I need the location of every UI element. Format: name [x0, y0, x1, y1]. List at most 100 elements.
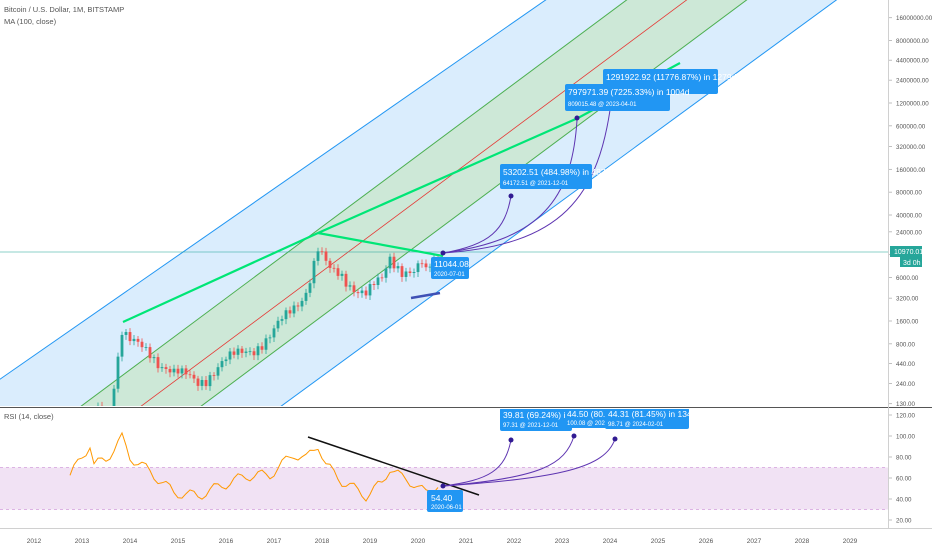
price-tick-label: 320000.00 — [896, 144, 926, 151]
candle-body — [328, 260, 332, 268]
annotation-text-2: 797971.39 (7225.33%) in 1004d — [568, 87, 690, 97]
candle-body — [208, 375, 212, 387]
rsi-tick-label: 120.00 — [896, 413, 915, 420]
rsi-arc-3 — [442, 438, 616, 487]
candle-body — [244, 351, 248, 353]
candle-body — [340, 273, 344, 276]
inner-upper-line — [80, 0, 628, 406]
candle-body — [156, 357, 160, 369]
candle-body — [376, 277, 380, 286]
price-tick-label: 1600.00 — [896, 319, 919, 326]
rsi-tick-label: 20.00 — [896, 518, 912, 525]
candle-body — [412, 272, 416, 273]
candle-body — [380, 277, 384, 279]
candle-body — [120, 334, 124, 357]
candle-body — [400, 266, 404, 277]
time-tick-label: 2014 — [123, 538, 138, 545]
time-axis[interactable]: 2012 2013 2014 2015 2016 2017 2018 2019 2020 2021… — [27, 538, 858, 545]
projection-arc-2 — [442, 119, 578, 254]
rsi-point-3 — [612, 436, 618, 442]
candle-body — [144, 347, 148, 348]
time-tick-label: 2024 — [603, 538, 618, 545]
ma-label[interactable]: MA (100, close) — [4, 17, 57, 26]
rsi-label[interactable]: RSI (14, close) — [4, 412, 54, 421]
candle-body — [105, 411, 108, 414]
candle-body — [372, 284, 376, 286]
candle-body — [428, 266, 432, 268]
candle-body — [81, 460, 84, 465]
candle-body — [392, 256, 396, 269]
candle-body — [344, 273, 348, 287]
price-pane[interactable]: 1291922.92 (11776.87%) in 1279d 797971.3… — [0, 0, 888, 470]
time-tick-label: 2021 — [459, 538, 474, 545]
candle-body — [360, 290, 364, 294]
rsi-annotation-text-3: 44.31 (81.45%) in 1340d — [608, 409, 701, 419]
candle-body — [212, 375, 216, 376]
rsi-legend: RSI (14, close) — [4, 411, 54, 423]
time-tick-label: 2028 — [795, 538, 810, 545]
annotation-text-3: 53202.51 (484.98%) in 487d — [503, 167, 611, 177]
rsi-point-current — [440, 483, 446, 489]
price-tick-label: 16000000.00 — [896, 15, 932, 22]
rsi-tick-label: 60.00 — [896, 476, 912, 483]
time-tick-label: 2018 — [315, 538, 330, 545]
price-tick-label: 1200000.00 — [896, 101, 929, 108]
price-tick-label: 24000.00 — [896, 229, 922, 236]
candle-body — [272, 328, 276, 338]
candle-body — [93, 410, 96, 421]
candle-body — [268, 337, 272, 339]
candle-body — [128, 332, 132, 342]
price-tick-label: 80000.00 — [896, 190, 922, 197]
support-marker-line — [410, 291, 441, 300]
projection-arc-1 — [442, 195, 512, 254]
time-tick-label: 2013 — [75, 538, 90, 545]
rsi-annotation-1: 39.81 (69.24%) in 5 97.31 @ 2021-12-01 — [500, 409, 577, 431]
candle-body — [408, 271, 412, 273]
candle-body — [164, 367, 168, 369]
candle-body — [216, 367, 220, 376]
rsi-axis[interactable]: 120.00 100.00 80.00 60.00 40.00 20.00 — [888, 413, 915, 525]
candle-body — [324, 251, 328, 261]
candle-body — [304, 292, 308, 301]
rsi-current-date: 2020-06-01 — [431, 505, 462, 511]
candle-body — [85, 442, 88, 460]
price-tick-label: 6000.00 — [896, 275, 919, 282]
rsi-annotation-text-2: 44.50 (80.0 — [567, 409, 610, 419]
annotation-sub-2: 809015.48 @ 2023-04-01 — [568, 102, 637, 108]
rsi-annotation-text-1: 39.81 (69.24%) in 5 — [503, 410, 577, 420]
projection-point-2 — [574, 115, 580, 121]
annotation-label-2: 797971.39 (7225.33%) in 1004d 809015.48 … — [565, 84, 690, 111]
projection-point-3 — [440, 250, 446, 256]
candle-body — [276, 320, 280, 329]
price-axis[interactable]: 16000000.00 8000000.00 4400000.00 2400000.0… — [888, 15, 932, 408]
inner-lower-line — [200, 0, 748, 406]
rsi-tick-label: 40.00 — [896, 497, 912, 504]
candle-body — [420, 263, 424, 265]
price-tick-label: 160000.00 — [896, 167, 926, 174]
projection-point-1 — [508, 193, 514, 199]
time-tick-label: 2012 — [27, 538, 42, 545]
candle-body — [200, 379, 204, 386]
candle-body — [100, 405, 104, 406]
candle-body — [336, 268, 340, 276]
time-tick-label: 2019 — [363, 538, 378, 545]
price-tick-label: 40000.00 — [896, 213, 922, 220]
time-tick-label: 2022 — [507, 538, 522, 545]
price-tick-label: 3200.00 — [896, 296, 919, 303]
candle-body — [136, 338, 140, 342]
symbol-label[interactable]: Bitcoin / U.S. Dollar, 1M, BITSTAMP — [4, 5, 125, 14]
rsi-point-2 — [571, 433, 577, 439]
candle-body — [264, 338, 268, 350]
candle-body — [252, 351, 256, 356]
countdown-text: 3d 0h — [903, 260, 921, 267]
candle-body — [232, 351, 236, 355]
time-tick-label: 2023 — [555, 538, 570, 545]
candle-body — [109, 411, 112, 412]
candle-body — [116, 356, 120, 389]
candle-body — [224, 359, 228, 362]
rsi-line — [69, 431, 439, 502]
candle-body — [308, 283, 312, 293]
candle-body — [248, 351, 252, 353]
rsi-pane[interactable]: 39.81 (69.24%) in 5 97.31 @ 2021-12-01 4… — [0, 408, 888, 512]
